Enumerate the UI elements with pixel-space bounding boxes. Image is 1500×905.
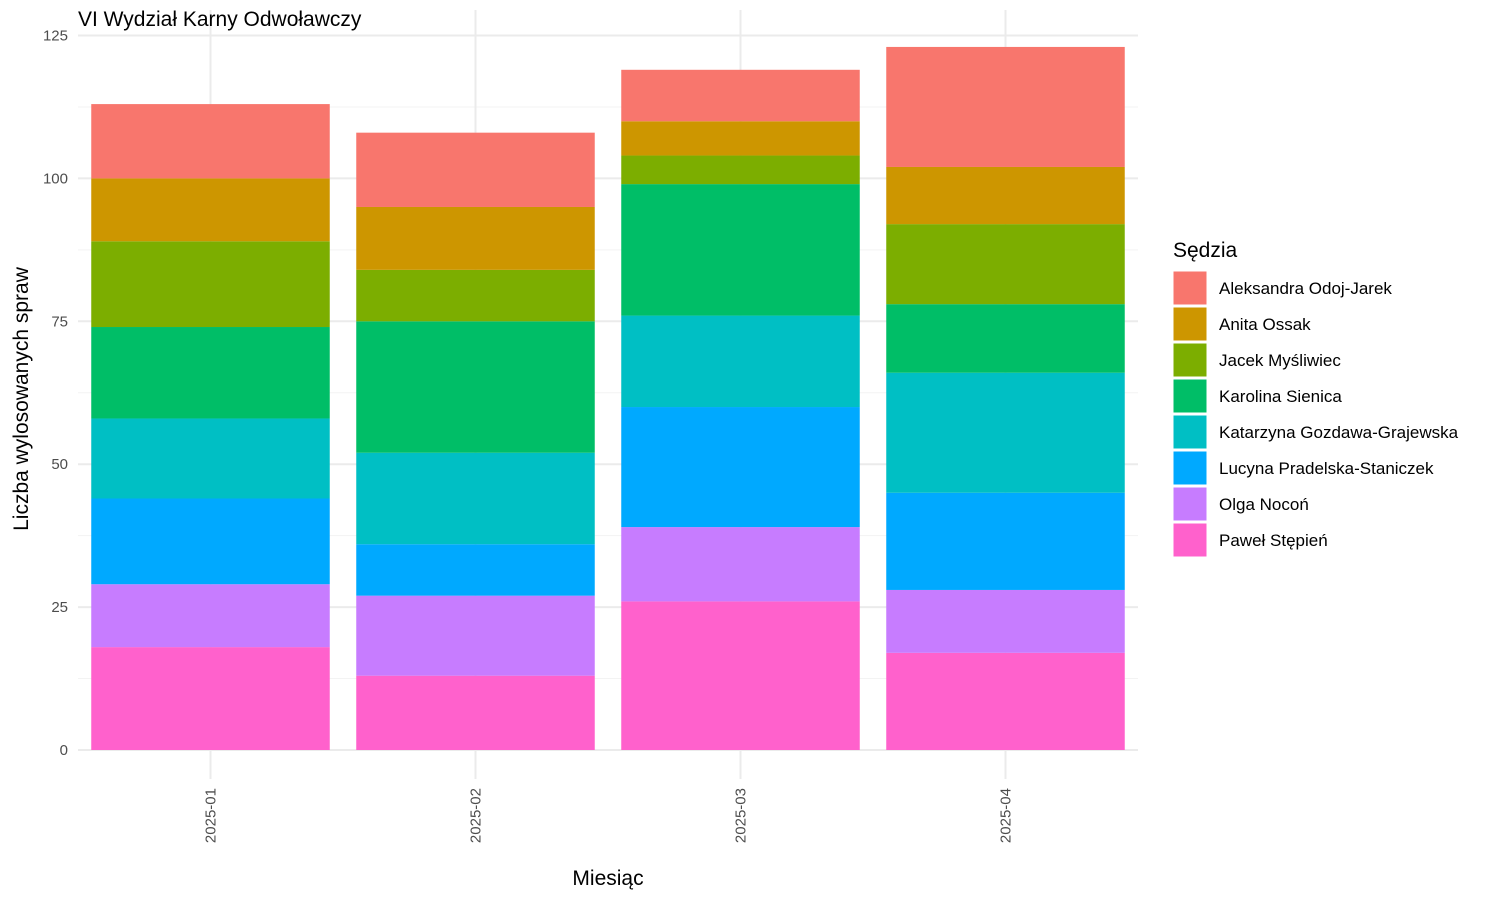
legend-label: Olga Nocoń <box>1219 495 1309 514</box>
legend-label: Katarzyna Gozdawa-Grajewska <box>1219 423 1459 442</box>
legend-label: Jacek Myśliwiec <box>1219 351 1341 370</box>
x-tick-label: 2025-01 <box>203 788 220 843</box>
bar-segment <box>356 595 595 676</box>
y-tick-label: 100 <box>43 170 68 187</box>
legend-swatch <box>1172 522 1208 558</box>
legend-label: Paweł Stępień <box>1219 531 1328 550</box>
bar-segment <box>356 206 595 270</box>
legend-swatch <box>1172 270 1208 306</box>
bar-segment <box>621 601 860 750</box>
bar-segment <box>91 241 330 328</box>
legend-swatch <box>1172 414 1208 450</box>
bar-segment <box>91 178 330 242</box>
legend: Sędzia Aleksandra Odoj-Jarek Anita Ossak J… <box>1172 239 1459 558</box>
bar-segment <box>91 498 330 585</box>
bar-segment <box>621 155 860 185</box>
y-axis: 0 25 50 75 100 125 <box>43 28 68 760</box>
y-axis-title: Liczba wylosowanych spraw <box>10 266 33 531</box>
x-tick-label: 2025-02 <box>468 788 485 843</box>
bar-segment <box>621 69 860 122</box>
legend-swatch <box>1172 342 1208 378</box>
legend-title: Sędzia <box>1173 239 1238 262</box>
chart-title: VI Wydział Karny Odwoławczy <box>78 8 362 31</box>
bar-segment <box>91 584 330 648</box>
bar-segment <box>356 675 595 750</box>
bar-segment <box>886 166 1125 225</box>
bar-segment <box>621 527 860 602</box>
legend-label: Karolina Sienica <box>1219 387 1342 406</box>
bar-segment <box>886 224 1125 305</box>
legend-swatch <box>1172 486 1208 522</box>
bar-segment <box>356 452 595 545</box>
legend-swatch <box>1172 306 1208 342</box>
bar-segment <box>886 304 1125 373</box>
bar-segment <box>621 121 860 156</box>
legend-label: Anita Ossak <box>1219 315 1311 334</box>
bar-segment <box>356 269 595 322</box>
y-tick-label: 50 <box>51 456 68 473</box>
bar-segment <box>621 184 860 316</box>
x-tick-label: 2025-04 <box>998 788 1015 843</box>
bar-segment <box>356 544 595 596</box>
x-axis: 2025-01 2025-02 2025-03 2025-04 <box>203 788 1015 843</box>
y-tick-label: 75 <box>51 313 68 330</box>
bar-segment <box>886 589 1125 653</box>
y-tick-label: 125 <box>43 28 68 45</box>
x-axis-title: Miesiąc <box>572 867 643 890</box>
bar-segment <box>886 492 1125 590</box>
legend-label: Lucyna Pradelska-Staniczek <box>1219 459 1434 478</box>
y-tick-label: 25 <box>51 599 68 616</box>
bar-segment <box>356 132 595 207</box>
x-tick-label: 2025-03 <box>733 788 750 843</box>
bar-segment <box>91 327 330 419</box>
bar-segment <box>886 652 1125 750</box>
bar-segment <box>621 407 860 528</box>
bar-segment <box>886 46 1125 167</box>
legend-swatch <box>1172 378 1208 414</box>
bar-segment <box>91 104 330 179</box>
y-tick-label: 0 <box>60 742 68 759</box>
bar-segment <box>91 418 330 499</box>
bar-segment <box>356 321 595 453</box>
bars <box>91 46 1125 750</box>
bar-segment <box>91 647 330 750</box>
legend-swatch <box>1172 450 1208 486</box>
bar-segment <box>886 372 1125 493</box>
legend-label: Aleksandra Odoj-Jarek <box>1219 279 1392 298</box>
bar-segment <box>621 315 860 408</box>
